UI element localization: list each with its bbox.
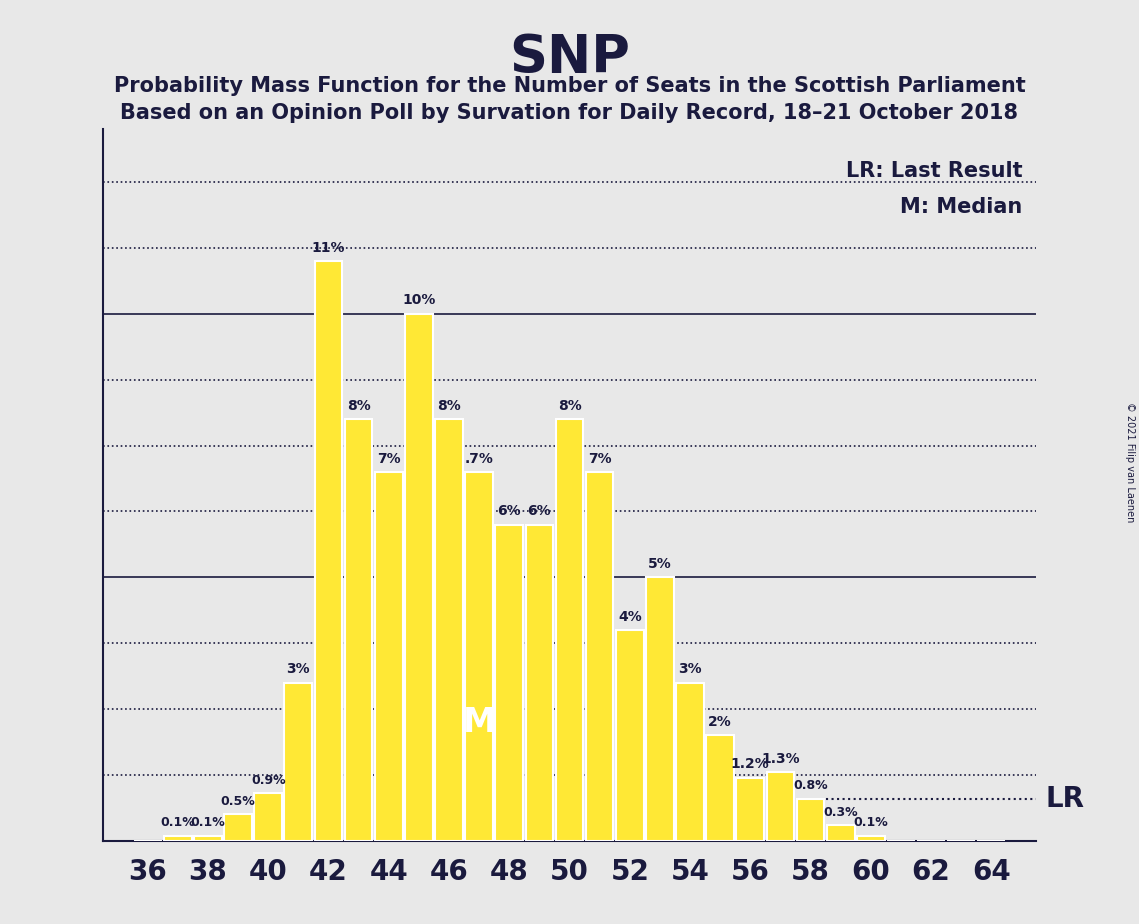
Text: M: Median: M: Median [900,197,1023,217]
Bar [224,814,252,841]
Bar [556,419,583,841]
Text: 2%: 2% [708,715,732,729]
Text: 3%: 3% [287,663,310,676]
Text: Probability Mass Function for the Number of Seats in the Scottish Parliament: Probability Mass Function for the Number… [114,76,1025,96]
Text: 10%: 10% [402,294,435,308]
Bar [194,835,222,841]
Text: 1.3%: 1.3% [761,752,800,766]
Text: 8%: 8% [437,399,461,413]
Bar [827,825,854,841]
Text: 6%: 6% [498,505,521,518]
Bar [375,472,402,841]
Text: 0.1%: 0.1% [161,816,195,829]
Text: 7%: 7% [377,452,401,466]
Bar [164,835,191,841]
Text: 11%: 11% [312,241,345,255]
Bar [405,314,433,841]
Bar [646,578,674,841]
Text: 0.1%: 0.1% [853,816,888,829]
Bar [345,419,372,841]
Bar [435,419,462,841]
Bar [737,778,764,841]
Bar [677,683,704,841]
Text: LR: LR [1046,784,1084,813]
Text: 8%: 8% [558,399,581,413]
Text: 7%: 7% [588,452,612,466]
Bar [767,772,794,841]
Text: 4%: 4% [617,610,641,624]
Text: 8%: 8% [346,399,370,413]
Bar [465,472,493,841]
Text: 1.2%: 1.2% [731,758,770,772]
Text: 0.3%: 0.3% [823,806,858,819]
Bar [857,835,885,841]
Bar [616,630,644,841]
Text: 0.1%: 0.1% [190,816,226,829]
Bar [254,794,282,841]
Text: .7%: .7% [465,452,493,466]
Text: 0.9%: 0.9% [251,774,286,787]
Text: 6%: 6% [527,505,551,518]
Text: SNP: SNP [509,32,630,84]
Bar [706,736,734,841]
Text: © 2021 Filip van Laenen: © 2021 Filip van Laenen [1125,402,1134,522]
Bar [495,525,523,841]
Text: LR: Last Result: LR: Last Result [846,162,1023,181]
Bar [285,683,312,841]
Text: M: M [462,706,495,739]
Text: 0.5%: 0.5% [221,796,255,808]
Text: 3%: 3% [678,663,702,676]
Bar [585,472,614,841]
Bar [314,261,343,841]
Text: 0.8%: 0.8% [793,779,828,793]
Bar [525,525,554,841]
Text: 5%: 5% [648,557,672,571]
Bar [796,798,825,841]
Text: Based on an Opinion Poll by Survation for Daily Record, 18–21 October 2018: Based on an Opinion Poll by Survation fo… [121,103,1018,124]
